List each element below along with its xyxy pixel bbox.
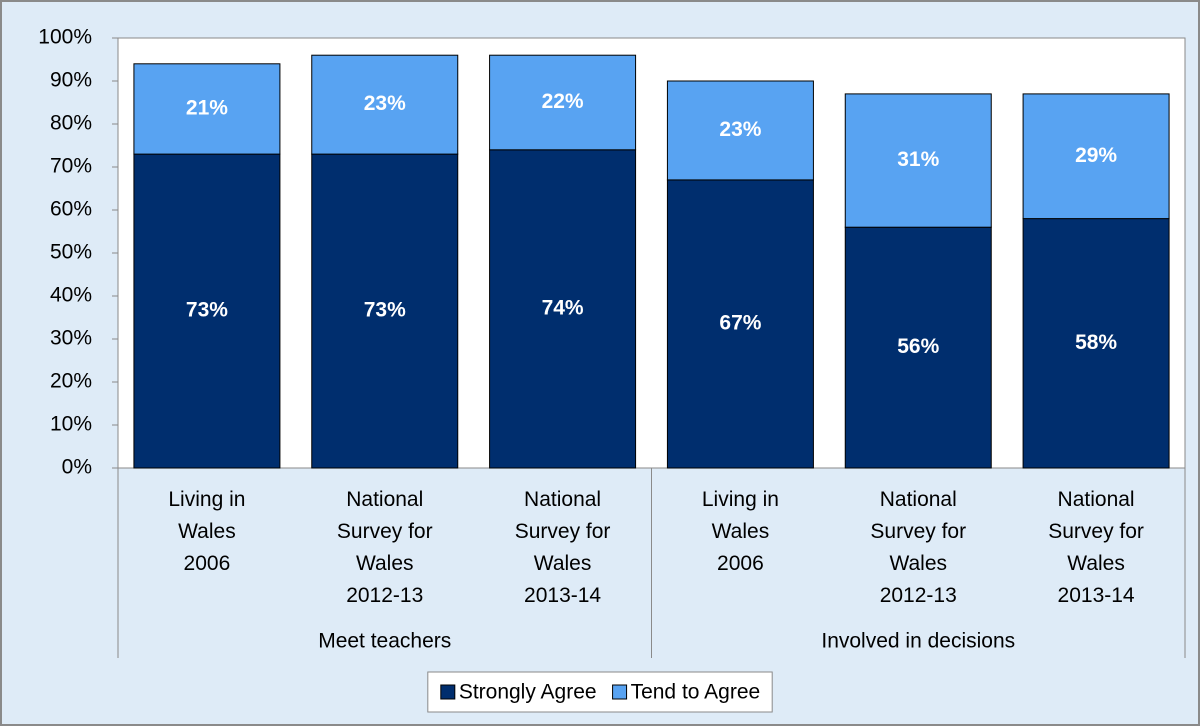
x-tick-label-line: National [346, 488, 423, 511]
group-label: Meet teachers [318, 630, 451, 653]
bar-segment [844, 93, 992, 228]
x-tick-label-line: Living in [168, 488, 245, 511]
y-tick-label: 70% [50, 155, 92, 178]
group-label: Involved in decisions [821, 630, 1015, 653]
data-label: 73% [364, 299, 406, 322]
y-tick-label: 50% [50, 241, 92, 264]
bar-segment [844, 226, 992, 469]
x-tick-label: National Survey for Wales 2012-13 [337, 488, 433, 607]
data-label: 29% [1075, 144, 1117, 167]
data-label: 56% [897, 335, 939, 358]
data-label: 73% [186, 299, 228, 322]
bar-segment [1022, 93, 1170, 220]
x-tick-label-line: National [524, 488, 601, 511]
y-tick-label: 10% [50, 413, 92, 436]
y-tick-label: 100% [38, 26, 92, 49]
bar-segment [666, 80, 814, 181]
bar-segment [666, 179, 814, 469]
bar-segment [311, 54, 459, 155]
x-tick-label-line: National [1058, 488, 1135, 511]
data-label: 31% [897, 148, 939, 171]
data-label: 22% [542, 90, 584, 113]
data-label: 21% [186, 96, 228, 119]
x-tick-label: National Survey for Wales 2013-14 [515, 488, 611, 607]
x-tick-label-line: Wales [534, 552, 592, 575]
x-tick-label-line: Survey for [515, 520, 611, 543]
plot-area [117, 37, 1186, 469]
x-tick-label: Living in Wales 2006 [168, 488, 245, 575]
data-label: 67% [719, 311, 761, 334]
legend-marker [612, 684, 628, 700]
x-tick-label: National Survey for Wales 2013-14 [1048, 488, 1144, 607]
y-tick-label: 60% [50, 198, 92, 221]
y-tick-label: 30% [50, 327, 92, 350]
x-tick-label-line: 2012-13 [346, 584, 423, 607]
x-tick-label-line: 2013-14 [1058, 584, 1135, 607]
x-tick-label-line: Survey for [337, 520, 433, 543]
y-tick-label: 90% [50, 69, 92, 92]
x-tick-label-line: 2013-14 [524, 584, 601, 607]
x-tick-label-line: Wales [1067, 552, 1125, 575]
x-tick-label-line: Survey for [1048, 520, 1144, 543]
x-tick-label-line: National [880, 488, 957, 511]
x-tick-label-line: Wales [712, 520, 770, 543]
x-tick-label-line: 2006 [717, 552, 764, 575]
x-tick-label-line: Wales [356, 552, 414, 575]
bar-segment [489, 54, 637, 151]
y-tick-label: 0% [62, 456, 92, 479]
data-label: 23% [364, 92, 406, 115]
data-label: 23% [719, 118, 761, 141]
x-tick-label-line: Living in [702, 488, 779, 511]
legend-marker [440, 684, 456, 700]
bar-segment [133, 63, 281, 155]
bar-segment [1022, 218, 1170, 469]
x-tick-label-line: Wales [889, 552, 947, 575]
x-tick-label-line: 2012-13 [880, 584, 957, 607]
y-tick-label: 40% [50, 284, 92, 307]
x-tick-label: Living in Wales 2006 [702, 488, 779, 575]
x-tick-label-line: 2006 [184, 552, 231, 575]
x-tick-label: National Survey for Wales 2012-13 [870, 488, 966, 607]
x-tick-label-line: Wales [178, 520, 236, 543]
legend-label: Strongly Agree [459, 681, 597, 704]
bar-segment [311, 153, 459, 469]
legend-box [427, 671, 773, 713]
x-tick-label-line: Survey for [870, 520, 966, 543]
y-tick-label: 20% [50, 370, 92, 393]
y-tick-label: 80% [50, 112, 92, 135]
legend-label: Tend to Agree [631, 681, 761, 704]
bar-segment [489, 149, 637, 469]
legend: Strongly Agree Tend to Agree [427, 671, 773, 713]
data-label: 58% [1075, 331, 1117, 354]
bar-segment [133, 153, 281, 469]
data-label: 74% [542, 296, 584, 319]
